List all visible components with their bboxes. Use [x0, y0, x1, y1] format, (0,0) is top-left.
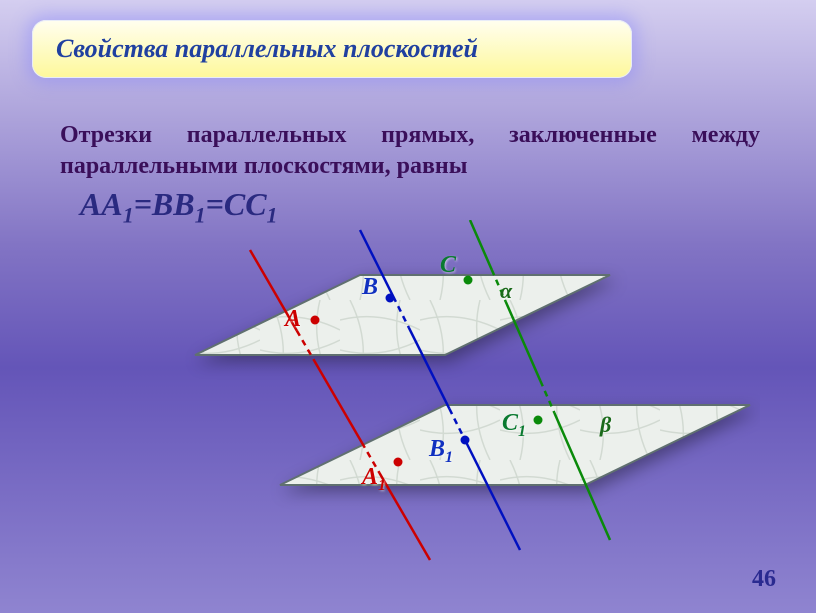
label-c: С [440, 252, 456, 279]
plane-alpha [195, 275, 610, 355]
page-number: 46 [752, 566, 776, 593]
label-alpha: α [500, 278, 512, 304]
label-b1: В1 [429, 436, 453, 467]
label-a: А [285, 306, 301, 333]
label-b: В [362, 274, 378, 301]
geometry-diagram [100, 220, 760, 600]
label-a1: А1 [362, 464, 386, 495]
label-beta: β [600, 412, 611, 438]
label-c1: С1 [502, 410, 526, 441]
slide-title: Свойства параллельных плоскостей [32, 20, 632, 78]
slide-subtitle: Отрезки параллельных прямых, заключенные… [60, 120, 760, 182]
